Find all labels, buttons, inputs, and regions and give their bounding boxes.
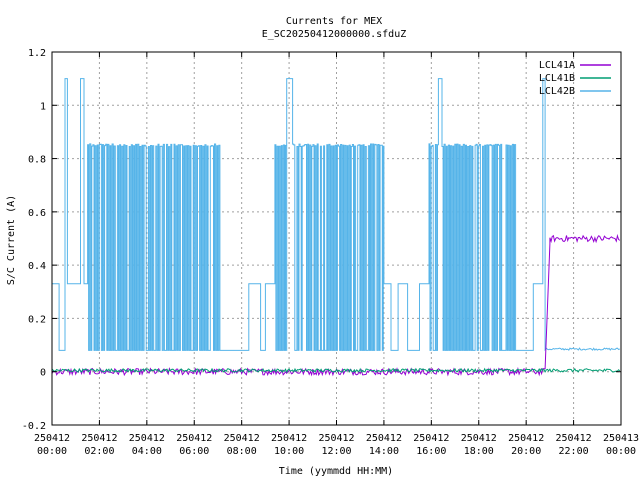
x-tick-time: 06:00: [179, 446, 209, 457]
legend-label: LCL41A: [539, 60, 575, 71]
y-tick-label: -0.2: [22, 421, 46, 432]
series-line-lcl41b: [51, 367, 621, 374]
y-tick-label: 1.2: [28, 48, 46, 59]
x-tick-date: 250412: [271, 433, 307, 444]
chart-subtitle: E_SC20250412000000.sfduZ: [262, 29, 407, 40]
x-tick-time: 02:00: [84, 446, 114, 457]
x-tick-date: 250412: [508, 433, 544, 444]
x-tick-date: 250412: [413, 433, 449, 444]
x-tick-date: 250412: [224, 433, 260, 444]
legend-label: LCL42B: [539, 86, 575, 97]
x-tick-time: 16:00: [416, 446, 446, 457]
y-axis-label: S/C Current (A): [6, 195, 17, 285]
x-tick-date: 250412: [461, 433, 497, 444]
series-line-lcl42b: [52, 78, 621, 352]
y-tick-label: 0.8: [28, 155, 46, 166]
x-tick-time: 08:00: [227, 446, 257, 457]
y-tick-label: 0.6: [28, 208, 46, 219]
x-tick-time: 20:00: [511, 446, 541, 457]
legend: LCL41A LCL41B LCL42B: [539, 60, 611, 97]
x-tick-date: 250412: [318, 433, 354, 444]
x-tick-time: 18:00: [464, 446, 494, 457]
x-axis-label: Time (yymmdd HH:MM): [279, 466, 393, 477]
x-tick-date: 250412: [34, 433, 70, 444]
chart-title: Currents for MEX: [286, 16, 382, 27]
x-tick-time: 14:00: [369, 446, 399, 457]
y-tick-label: 1: [40, 101, 46, 112]
ticks-layer: -0.2 0 0.2 0.4 0.6 0.8 1 1.2 250412 00:00 250412 02…: [22, 48, 639, 457]
y-tick-label: 0.4: [28, 261, 46, 272]
series-layer: [51, 78, 621, 377]
x-tick-time: 12:00: [321, 446, 351, 457]
y-tick-label: 0.2: [28, 314, 46, 325]
x-tick-time: 10:00: [274, 446, 304, 457]
x-tick-date: 250412: [556, 433, 592, 444]
x-tick-date: 250412: [129, 433, 165, 444]
x-tick-time: 04:00: [132, 446, 162, 457]
x-tick-time: 00:00: [606, 446, 636, 457]
x-tick-time: 00:00: [37, 446, 67, 457]
y-tick-label: 0: [40, 368, 46, 379]
x-tick-time: 22:00: [559, 446, 589, 457]
x-tick-date: 250413: [603, 433, 639, 444]
x-tick-date: 250412: [81, 433, 117, 444]
x-tick-date: 250412: [176, 433, 212, 444]
legend-label: LCL41B: [539, 73, 575, 84]
x-tick-date: 250412: [366, 433, 402, 444]
